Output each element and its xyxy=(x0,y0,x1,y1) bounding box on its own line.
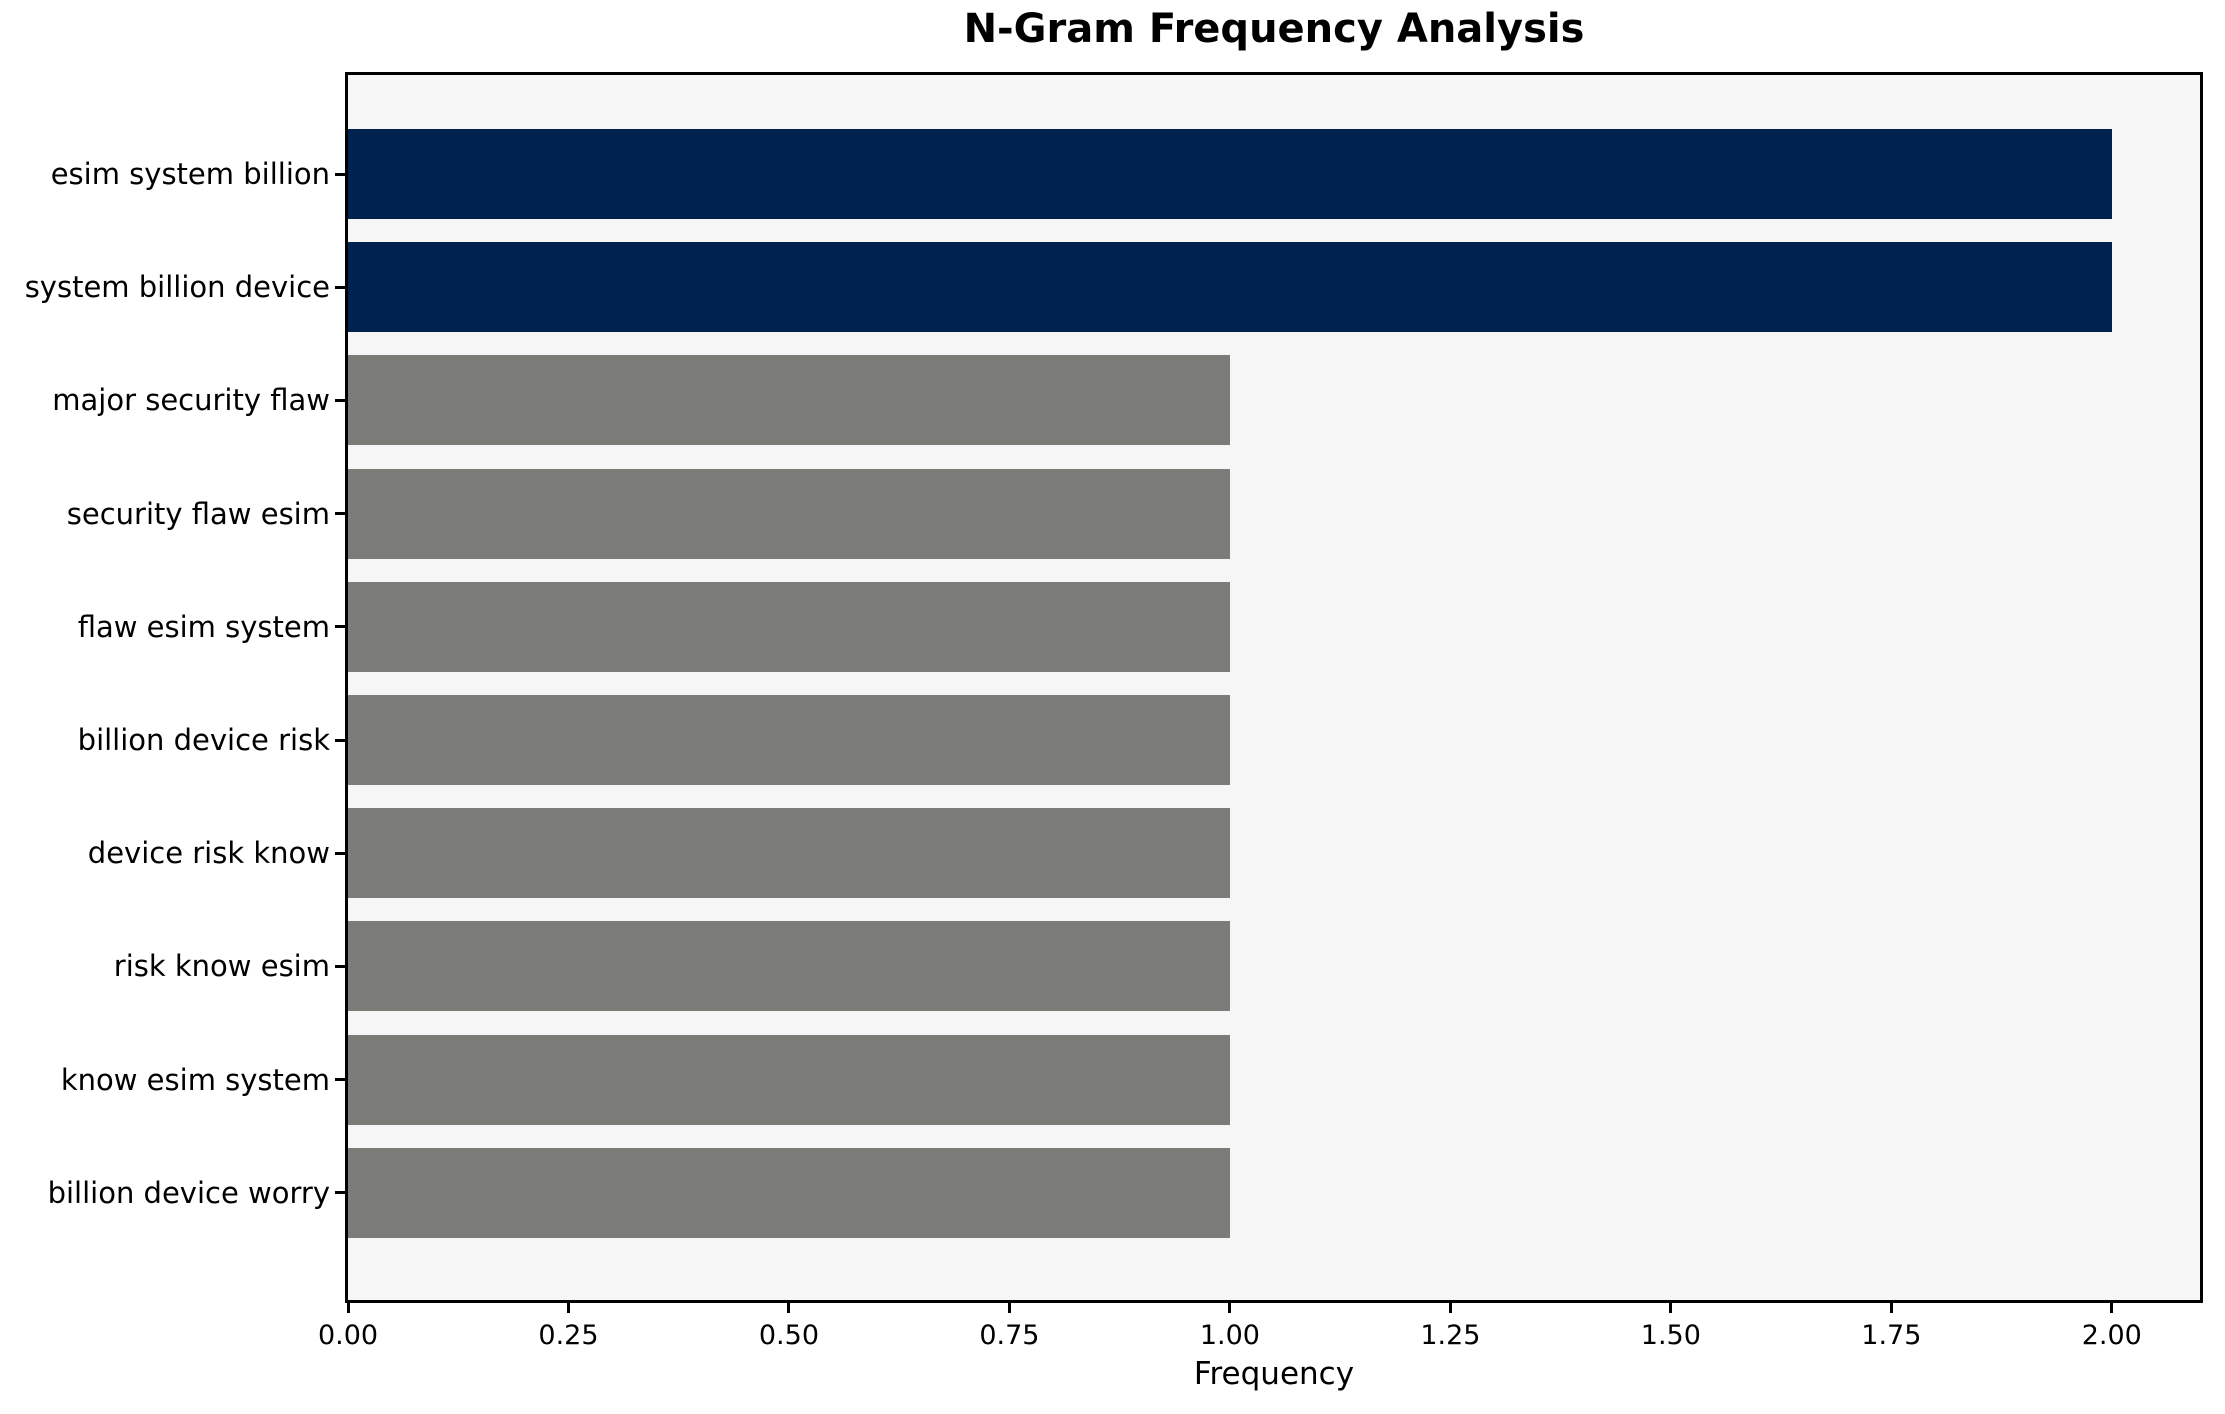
y-tick-label: device risk know xyxy=(87,836,330,871)
y-tick-label: security flaw esim xyxy=(66,496,330,531)
y-tick-label: billion device risk xyxy=(77,723,330,757)
x-tick-label: 1.75 xyxy=(1861,1320,1922,1351)
y-tick-label: major security flaw xyxy=(52,383,330,418)
bar-esim-system-billion xyxy=(348,129,2112,219)
y-tick-mark xyxy=(335,285,345,289)
x-tick-label: 0.75 xyxy=(979,1320,1040,1351)
x-tick-mark xyxy=(1669,1303,1673,1313)
x-tick-label: 1.00 xyxy=(1199,1320,1260,1351)
x-tick-mark xyxy=(787,1303,791,1313)
x-tick-mark xyxy=(1007,1303,1011,1313)
y-tick-label: risk know esim xyxy=(113,949,330,984)
x-tick-mark xyxy=(1448,1303,1452,1313)
y-tick-mark xyxy=(335,851,345,855)
bar-security-flaw-esim xyxy=(348,468,1230,559)
y-tick-mark xyxy=(335,398,345,402)
x-tick-mark xyxy=(566,1303,570,1313)
bar-billion-device-risk xyxy=(348,695,1230,785)
x-tick-label: 1.25 xyxy=(1420,1320,1481,1351)
y-tick-mark xyxy=(335,738,345,742)
x-tick-label: 0.25 xyxy=(538,1320,599,1351)
y-tick-mark xyxy=(335,1078,345,1082)
bar-risk-know-esim xyxy=(348,921,1230,1012)
y-tick-label: flaw esim system xyxy=(77,609,330,644)
chart-title: N-Gram Frequency Analysis xyxy=(963,6,1585,52)
y-tick-label: billion device worry xyxy=(47,1175,330,1210)
x-tick-label: 0.00 xyxy=(317,1320,379,1351)
bar-flaw-esim-system xyxy=(348,581,1230,672)
y-tick-mark xyxy=(335,625,345,629)
bar-know-esim-system xyxy=(348,1034,1230,1125)
x-tick-label: 2.00 xyxy=(2081,1320,2142,1351)
y-tick-label: system billion device xyxy=(24,270,330,305)
y-tick-label: esim system billion xyxy=(50,157,330,191)
x-tick-label: 0.50 xyxy=(758,1320,819,1351)
x-axis-label: Frequency xyxy=(1193,1356,1355,1392)
plot-area xyxy=(345,72,2203,1303)
bar-system-billion-device xyxy=(348,242,2112,333)
x-tick-mark xyxy=(1889,1303,1893,1313)
y-tick-mark xyxy=(335,512,345,516)
y-tick-mark xyxy=(335,1191,345,1195)
x-tick-mark xyxy=(2110,1303,2114,1313)
y-tick-mark xyxy=(335,172,345,176)
x-tick-mark xyxy=(346,1303,350,1313)
y-tick-mark xyxy=(335,964,345,968)
bar-billion-device-worry xyxy=(348,1147,1230,1238)
x-tick-mark xyxy=(1228,1303,1232,1313)
x-tick-label: 1.50 xyxy=(1640,1320,1701,1351)
bar-major-security-flaw xyxy=(348,355,1230,446)
y-tick-label: know esim system xyxy=(60,1062,330,1097)
bar-device-risk-know xyxy=(348,808,1230,899)
